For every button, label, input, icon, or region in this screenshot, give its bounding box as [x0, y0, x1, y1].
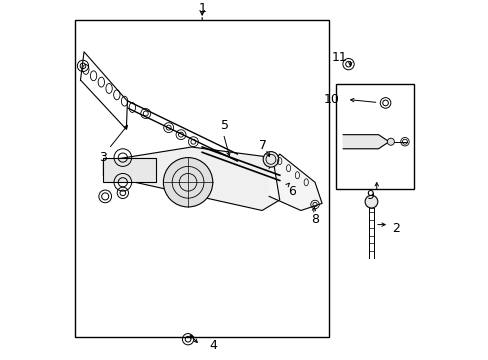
Text: 8: 8 [310, 213, 318, 226]
Circle shape [263, 152, 278, 167]
Text: 5: 5 [221, 120, 229, 132]
Circle shape [386, 138, 394, 145]
Text: 6: 6 [288, 185, 296, 198]
Text: 3: 3 [99, 151, 107, 164]
Circle shape [365, 195, 377, 208]
Polygon shape [268, 154, 322, 211]
Text: 10: 10 [323, 93, 339, 106]
Text: 7: 7 [258, 139, 266, 152]
Text: 9: 9 [365, 189, 373, 202]
Bar [103, 158, 156, 182]
Text: 2: 2 [392, 222, 400, 235]
Text: 4: 4 [209, 339, 217, 352]
Circle shape [163, 158, 212, 207]
Polygon shape [343, 135, 388, 149]
Text: 11: 11 [331, 51, 347, 64]
Bar [336, 84, 413, 189]
Polygon shape [103, 147, 279, 211]
Text: 1: 1 [198, 2, 206, 15]
Bar [75, 20, 328, 337]
